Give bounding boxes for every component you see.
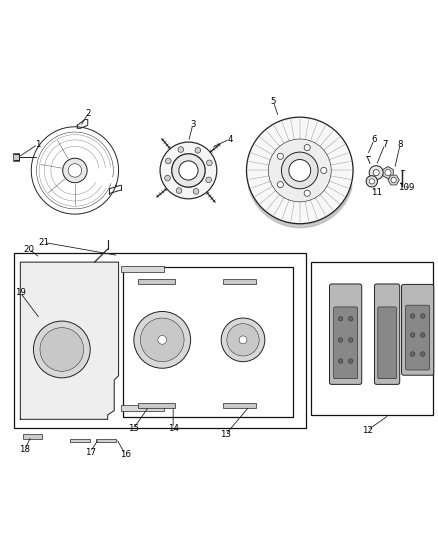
Text: 2: 2 [85, 109, 91, 118]
Circle shape [338, 338, 343, 342]
Circle shape [338, 359, 343, 364]
Circle shape [172, 154, 205, 187]
Circle shape [160, 142, 217, 199]
Text: 4: 4 [227, 134, 233, 143]
Text: 15: 15 [128, 424, 139, 433]
Circle shape [348, 317, 353, 321]
FancyBboxPatch shape [402, 285, 434, 375]
Text: 6: 6 [371, 135, 377, 144]
Circle shape [33, 321, 90, 378]
Bar [223, 403, 256, 408]
Circle shape [178, 147, 184, 152]
Text: 11: 11 [371, 188, 381, 197]
Circle shape [348, 359, 353, 364]
Bar [14, 253, 306, 428]
FancyBboxPatch shape [378, 307, 396, 379]
FancyBboxPatch shape [374, 284, 400, 384]
Text: 18: 18 [19, 446, 30, 454]
Bar [223, 279, 256, 284]
Circle shape [391, 177, 396, 183]
Circle shape [420, 333, 425, 337]
Circle shape [410, 352, 415, 356]
Bar [121, 265, 164, 272]
FancyBboxPatch shape [329, 284, 362, 384]
Circle shape [366, 176, 378, 187]
Circle shape [420, 314, 425, 318]
Bar [121, 405, 164, 411]
Text: 8: 8 [397, 140, 403, 149]
Circle shape [373, 169, 379, 176]
Circle shape [68, 164, 81, 177]
Circle shape [304, 144, 310, 151]
Circle shape [239, 336, 247, 344]
Text: 7: 7 [382, 140, 388, 149]
Bar [123, 266, 293, 417]
Circle shape [193, 189, 199, 194]
Circle shape [207, 160, 212, 166]
Circle shape [227, 324, 259, 356]
Circle shape [338, 317, 343, 321]
FancyBboxPatch shape [334, 307, 357, 379]
Text: 16: 16 [120, 450, 131, 459]
Bar [96, 439, 116, 442]
Polygon shape [20, 262, 119, 419]
Text: 20: 20 [24, 245, 35, 254]
Text: 1: 1 [35, 140, 41, 149]
Circle shape [166, 158, 171, 164]
Text: 14: 14 [168, 424, 179, 433]
Text: 3: 3 [190, 120, 195, 129]
Circle shape [410, 333, 415, 337]
Polygon shape [388, 175, 399, 185]
Circle shape [40, 328, 84, 372]
Circle shape [247, 117, 353, 224]
Circle shape [348, 338, 353, 342]
Text: 21: 21 [39, 238, 50, 247]
Bar [22, 434, 42, 439]
Circle shape [369, 166, 383, 180]
Bar [311, 262, 433, 415]
Bar [138, 403, 175, 408]
Text: 12: 12 [362, 426, 373, 435]
Circle shape [221, 318, 265, 362]
Circle shape [289, 159, 311, 181]
Circle shape [158, 335, 166, 344]
Circle shape [134, 311, 191, 368]
Circle shape [410, 314, 415, 318]
Text: 17: 17 [85, 448, 95, 457]
Text: 5: 5 [271, 98, 276, 107]
Text: 19: 19 [15, 288, 26, 297]
FancyBboxPatch shape [406, 305, 430, 370]
Text: 13: 13 [220, 430, 231, 439]
Circle shape [165, 175, 170, 181]
Circle shape [206, 177, 212, 183]
Circle shape [369, 179, 374, 184]
Bar [70, 439, 90, 442]
Text: 10: 10 [398, 183, 409, 192]
Bar [138, 279, 175, 284]
Circle shape [268, 139, 331, 202]
Polygon shape [383, 166, 393, 179]
Circle shape [321, 167, 327, 174]
Circle shape [141, 318, 184, 362]
Circle shape [179, 161, 198, 180]
Circle shape [277, 154, 283, 159]
Circle shape [195, 148, 201, 153]
Bar [13, 154, 19, 161]
Circle shape [277, 182, 283, 188]
Circle shape [176, 188, 182, 193]
Circle shape [304, 190, 310, 196]
Text: 9: 9 [408, 183, 414, 192]
Circle shape [420, 352, 425, 356]
Circle shape [282, 152, 318, 189]
Circle shape [63, 158, 87, 183]
Circle shape [385, 169, 391, 176]
